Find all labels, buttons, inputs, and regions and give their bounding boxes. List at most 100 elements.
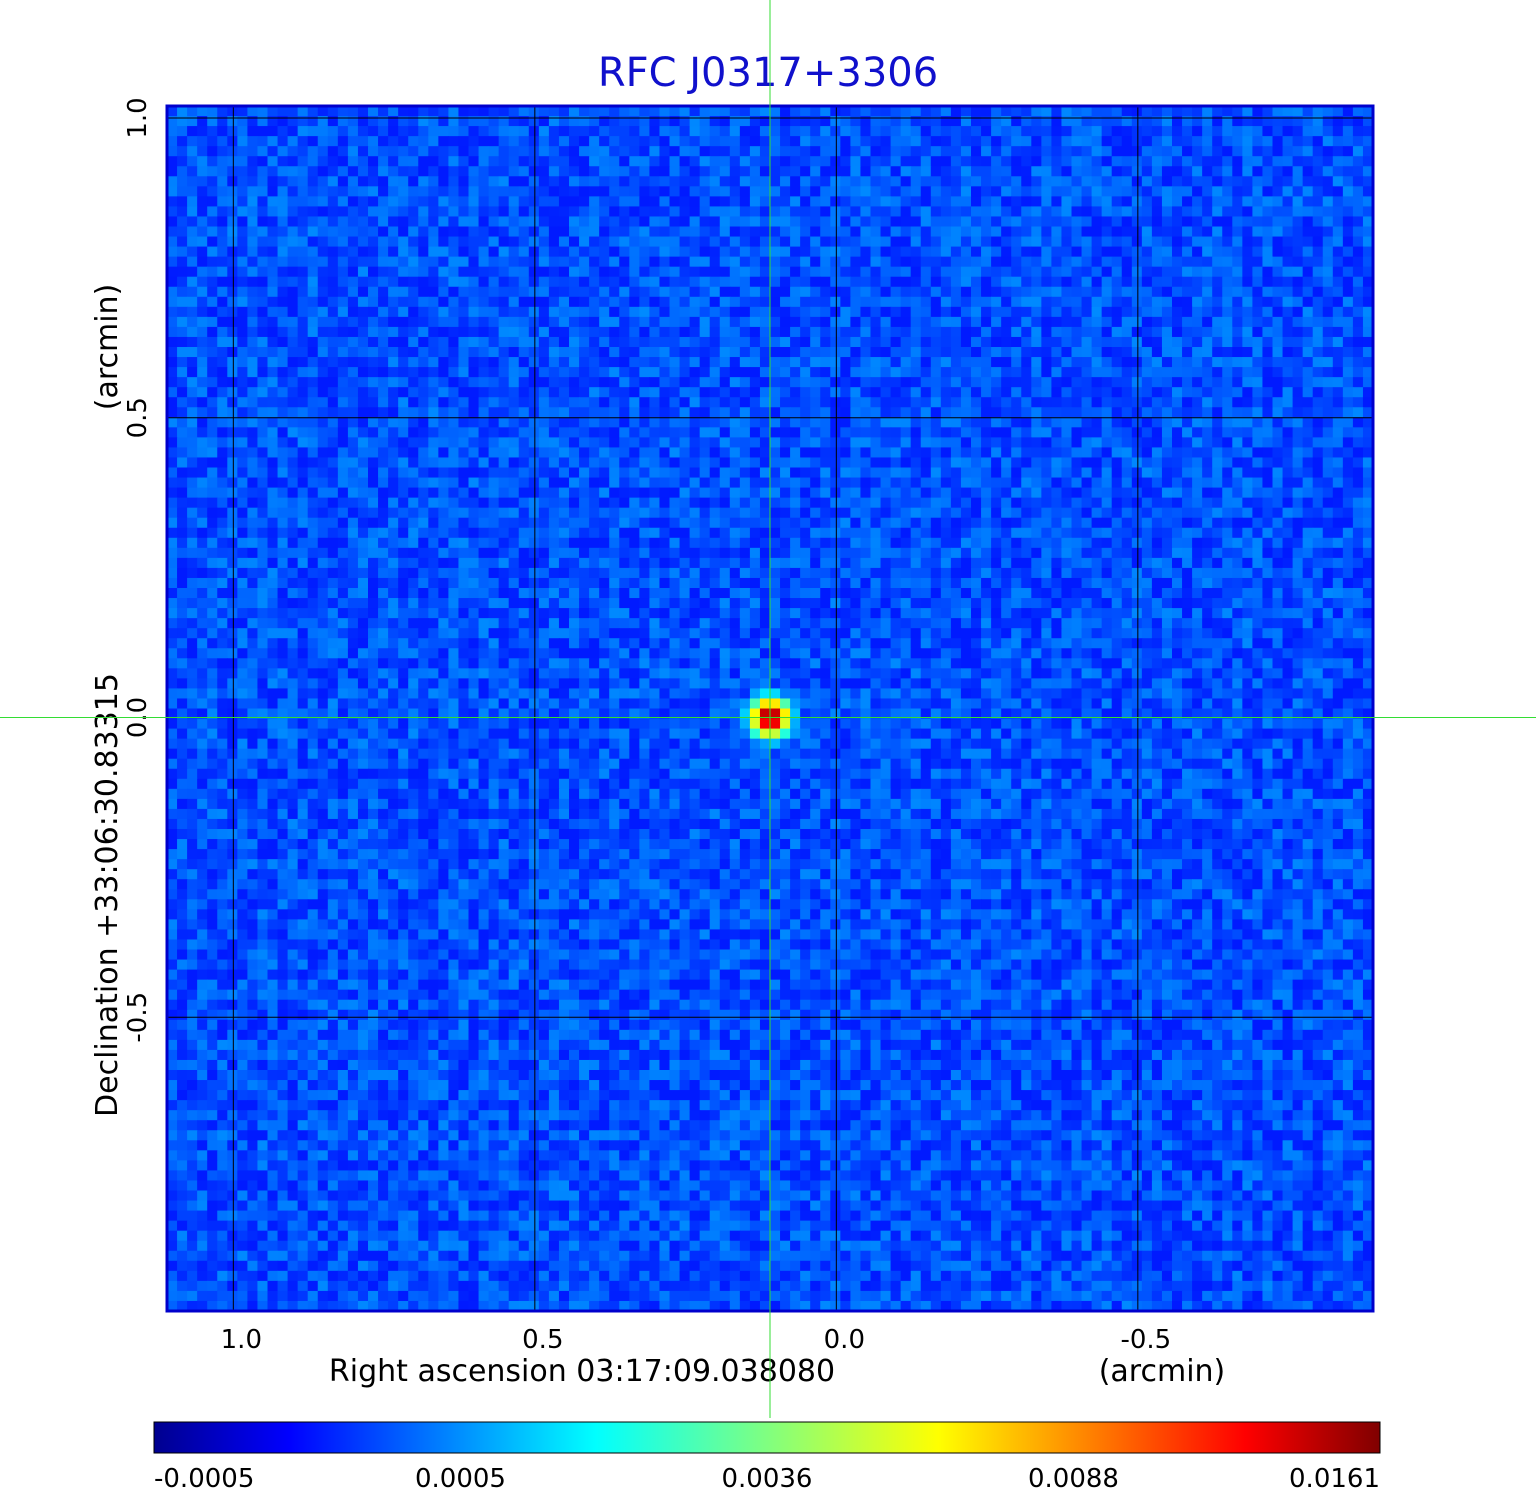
- heatmap-cell: [468, 407, 480, 418]
- heatmap-cell: [619, 246, 630, 258]
- heatmap-cell: [1061, 156, 1073, 167]
- heatmap-cell: [548, 326, 560, 338]
- heatmap-cell: [1182, 266, 1193, 278]
- heatmap-cell: [418, 286, 429, 298]
- heatmap-cell: [1262, 457, 1274, 469]
- heatmap-cell: [991, 336, 1002, 348]
- heatmap-cell: [388, 296, 399, 308]
- heatmap-cell: [398, 397, 409, 408]
- heatmap-cell: [780, 497, 791, 509]
- heatmap-cell: [1272, 116, 1284, 127]
- heatmap-cell: [307, 106, 319, 117]
- heatmap-cell: [488, 266, 500, 278]
- heatmap-cell: [448, 507, 460, 519]
- heatmap-cell: [699, 246, 711, 258]
- heatmap-cell: [830, 116, 841, 127]
- heatmap-cell: [468, 286, 480, 298]
- heatmap-cell: [438, 387, 449, 398]
- heatmap-cell: [508, 146, 520, 157]
- heatmap-cell: [498, 387, 510, 398]
- heatmap-cell: [679, 296, 691, 308]
- heatmap-cell: [579, 156, 590, 167]
- heatmap-cell: [357, 196, 369, 208]
- heatmap-cell: [689, 146, 701, 157]
- heatmap-cell: [920, 397, 932, 408]
- heatmap-cell: [267, 487, 279, 499]
- heatmap-cell: [1081, 206, 1093, 218]
- heatmap-cell: [287, 507, 299, 519]
- heatmap-cell: [880, 286, 892, 298]
- heatmap-cell: [930, 477, 942, 489]
- heatmap-cell: [609, 286, 620, 298]
- heatmap-cell: [940, 236, 952, 248]
- heatmap-cell: [1202, 437, 1213, 449]
- heatmap-cell: [478, 507, 490, 519]
- heatmap-cell: [207, 116, 218, 127]
- heatmap-cell: [669, 286, 681, 298]
- heatmap-cell: [749, 286, 761, 298]
- heatmap-cell: [297, 467, 309, 479]
- heatmap-cell: [438, 397, 449, 408]
- heatmap-cell: [759, 326, 771, 338]
- heatmap-cell: [1081, 276, 1093, 288]
- heatmap-cell: [1061, 417, 1073, 428]
- heatmap-cell: [1021, 136, 1032, 147]
- heatmap-cell: [1212, 467, 1223, 479]
- heatmap-cell: [307, 166, 319, 177]
- heatmap-cell: [981, 106, 992, 117]
- heatmap-cell: [167, 407, 178, 418]
- heatmap-cell: [1121, 477, 1133, 489]
- heatmap-cell: [357, 326, 369, 338]
- heatmap-cell: [579, 347, 590, 358]
- heatmap-cell: [247, 407, 259, 418]
- heatmap-cell: [790, 226, 801, 238]
- heatmap-cell: [1182, 477, 1193, 489]
- heatmap-cell: [1031, 186, 1042, 197]
- heatmap-cell: [1001, 196, 1012, 208]
- heatmap-cell: [357, 447, 369, 459]
- heatmap-cell: [950, 146, 962, 157]
- heatmap-cell: [619, 256, 630, 268]
- heatmap-cell: [790, 316, 801, 328]
- heatmap-cell: [558, 387, 570, 398]
- heatmap-cell: [679, 487, 691, 499]
- heatmap-cell: [820, 427, 831, 438]
- heatmap-cell: [780, 146, 791, 157]
- heatmap-cell: [1182, 487, 1193, 499]
- heatmap-cell: [981, 146, 992, 157]
- heatmap-cell: [1282, 166, 1294, 177]
- heatmap-cell: [267, 417, 279, 428]
- heatmap-cell: [1322, 226, 1334, 238]
- heatmap-cell: [749, 477, 761, 489]
- heatmap-cell: [870, 357, 882, 368]
- heatmap-cell: [398, 196, 409, 208]
- heatmap-cell: [1202, 487, 1213, 499]
- heatmap-cell: [1272, 397, 1284, 408]
- heatmap-cell: [538, 367, 550, 378]
- heatmap-cell: [1151, 286, 1163, 298]
- heatmap-cell: [177, 116, 188, 127]
- heatmap-cell: [780, 176, 791, 187]
- heatmap-cell: [890, 367, 902, 378]
- heatmap-cell: [940, 306, 952, 318]
- heatmap-cell: [267, 347, 279, 358]
- heatmap-cell: [428, 357, 439, 368]
- heatmap-cell: [830, 316, 841, 328]
- heatmap-cell: [1342, 447, 1354, 459]
- heatmap-cell: [1151, 136, 1163, 147]
- heatmap-cell: [1041, 377, 1052, 388]
- heatmap-cell: [790, 427, 801, 438]
- heatmap-cell: [1131, 407, 1143, 418]
- heatmap-cell: [1282, 387, 1294, 398]
- heatmap-cell: [619, 266, 630, 278]
- heatmap-cell: [428, 517, 439, 529]
- heatmap-cell: [910, 417, 922, 428]
- heatmap-cell: [1031, 437, 1042, 449]
- heatmap-cell: [991, 347, 1002, 358]
- heatmap-cell: [860, 377, 872, 388]
- heatmap-cell: [187, 166, 198, 177]
- heatmap-cell: [689, 507, 701, 519]
- heatmap-cell: [569, 427, 580, 438]
- heatmap-cell: [599, 226, 610, 238]
- heatmap-cell: [729, 417, 741, 428]
